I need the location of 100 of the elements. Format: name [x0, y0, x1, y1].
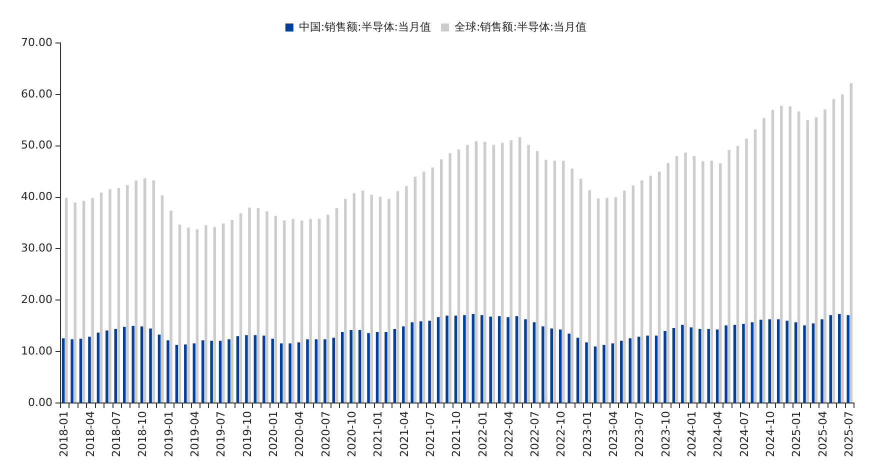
bar — [314, 339, 318, 403]
bar — [684, 152, 687, 403]
bar — [474, 141, 478, 403]
bar — [576, 338, 580, 403]
bar — [428, 320, 431, 403]
bar — [184, 344, 187, 403]
bar — [489, 316, 492, 403]
bar — [454, 316, 458, 403]
bar — [760, 320, 762, 403]
x-tick-label: 2021-07 — [424, 411, 437, 458]
bar — [326, 214, 330, 403]
bar — [350, 330, 352, 403]
bar — [820, 319, 824, 403]
bar — [614, 197, 618, 403]
bar — [762, 118, 766, 403]
bar — [646, 336, 649, 403]
bar — [140, 326, 144, 403]
bar — [771, 110, 774, 403]
bar — [664, 331, 666, 403]
x-tick-label: 2019-04 — [188, 411, 202, 458]
bar — [501, 142, 504, 403]
bar — [841, 94, 844, 403]
bar — [649, 176, 652, 403]
bar — [466, 144, 469, 403]
bar — [370, 194, 373, 403]
bar — [297, 342, 300, 403]
bar — [405, 186, 408, 403]
bar — [134, 180, 138, 403]
bar — [65, 198, 68, 403]
bar — [718, 163, 722, 403]
bar — [637, 336, 640, 403]
bar — [623, 190, 626, 403]
bar — [628, 338, 632, 403]
bar — [672, 328, 676, 403]
bar — [344, 198, 347, 403]
bar — [91, 198, 94, 403]
bar — [544, 160, 548, 403]
bar — [536, 151, 539, 403]
bar — [114, 328, 118, 403]
x-tick-label: 2018-07 — [110, 411, 124, 458]
bar — [506, 317, 510, 403]
x-tick-label: 2023-01 — [580, 411, 594, 458]
bar — [149, 328, 152, 403]
bar — [570, 168, 574, 403]
bar — [122, 326, 126, 403]
bar — [340, 332, 344, 403]
bar — [309, 218, 312, 403]
bar — [192, 343, 196, 403]
x-tick-label: 2025-04 — [816, 411, 830, 458]
bar — [239, 213, 242, 403]
bar — [266, 211, 268, 403]
bar — [510, 140, 512, 403]
bar — [846, 315, 850, 403]
bar — [100, 192, 103, 403]
legend-label: 全球:销售额:半导体:当月值 — [454, 20, 587, 34]
x-tick-label: 2020-07 — [319, 411, 332, 458]
bar — [82, 200, 86, 403]
bar — [143, 178, 146, 403]
bar — [204, 225, 208, 403]
y-tick-label: 30.00 — [20, 242, 52, 255]
bar — [74, 202, 76, 403]
x-tick-label: 2019-07 — [214, 411, 228, 458]
y-tick-label: 70.00 — [20, 36, 52, 49]
y-tick-label: 50.00 — [20, 138, 52, 152]
bar — [562, 160, 565, 403]
bar — [596, 198, 600, 403]
bar — [532, 322, 536, 403]
x-tick-label: 2025-01 — [790, 411, 804, 458]
x-tick-label: 2022-01 — [476, 411, 490, 458]
bar — [358, 330, 362, 403]
bar — [170, 210, 172, 403]
bar — [396, 191, 400, 403]
x-tick-label: 2022-07 — [528, 411, 542, 458]
bar — [332, 338, 336, 403]
bar — [829, 315, 832, 403]
bar — [292, 218, 294, 403]
bar — [126, 184, 129, 403]
bar — [780, 106, 783, 403]
bar — [457, 149, 460, 403]
bar — [422, 172, 426, 403]
bar — [254, 335, 257, 403]
bar — [367, 333, 370, 403]
bar — [733, 324, 736, 403]
x-tick-label: 2022-04 — [502, 411, 516, 458]
bar — [692, 156, 696, 403]
x-tick-label: 2018-10 — [136, 411, 150, 458]
bar — [788, 106, 792, 403]
bar — [838, 314, 841, 403]
bar — [558, 329, 562, 403]
bar — [542, 326, 544, 403]
bar — [754, 129, 757, 403]
bar — [288, 343, 292, 403]
x-tick-label: 2020-04 — [293, 411, 306, 458]
bar — [218, 340, 222, 403]
bar — [388, 198, 390, 403]
x-tick-label: 2018-01 — [58, 411, 71, 458]
bar — [710, 160, 714, 403]
y-tick-label: 60.00 — [20, 87, 52, 100]
bar — [812, 323, 815, 403]
bar — [70, 339, 74, 403]
